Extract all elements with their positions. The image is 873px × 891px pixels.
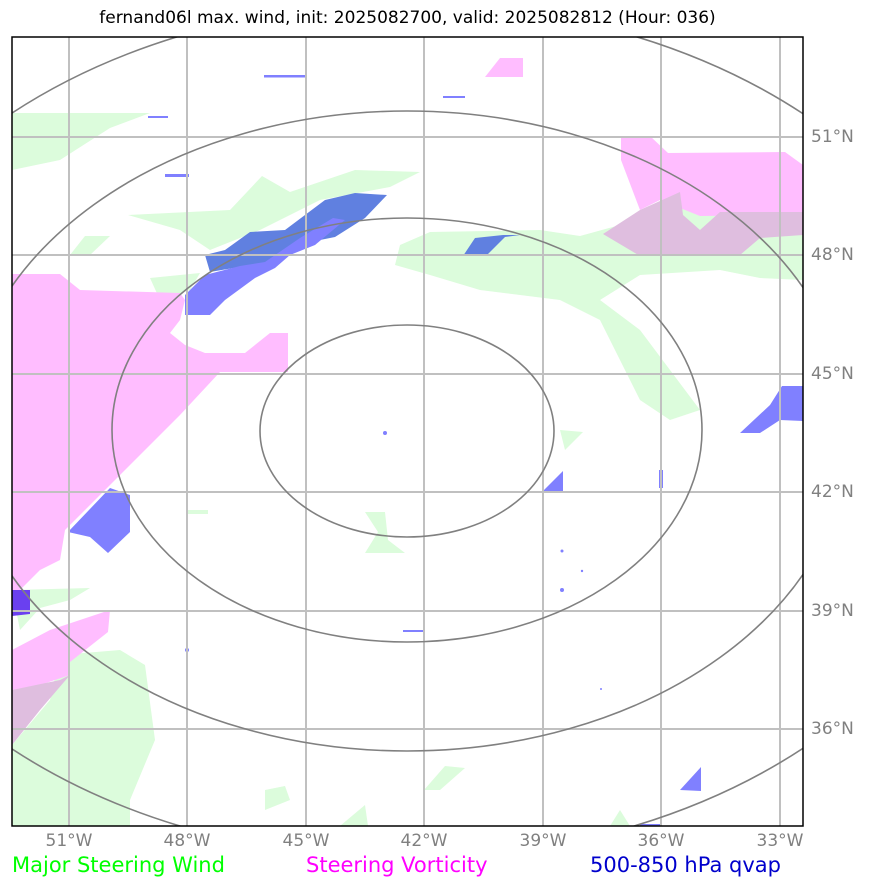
y-tick-label: 39°N xyxy=(811,601,854,621)
steering-vorticity-layer xyxy=(12,58,803,690)
wind-area xyxy=(610,810,630,826)
wind-area xyxy=(340,805,368,826)
x-tick-label: 45°W xyxy=(282,831,330,851)
wind-area xyxy=(265,786,290,810)
x-tick-label: 33°W xyxy=(756,831,804,851)
vorticity-area xyxy=(12,274,288,590)
x-tick-label: 39°W xyxy=(519,831,567,851)
wind-area xyxy=(365,512,405,553)
qvap-area xyxy=(12,590,30,616)
wind-area xyxy=(128,170,420,250)
y-tick-label: 36°N xyxy=(811,719,854,739)
map-frame xyxy=(11,36,804,827)
qvap-area xyxy=(264,75,306,78)
wind-area xyxy=(12,650,155,826)
y-tick-label: 45°N xyxy=(811,364,854,384)
qvap-area xyxy=(541,471,563,493)
qvap-area xyxy=(68,488,130,553)
distance-ring xyxy=(259,324,555,538)
qvap-dot xyxy=(383,431,387,435)
y-tick-label: 42°N xyxy=(811,482,854,502)
y-tick-label: 48°N xyxy=(811,245,854,265)
qvap-dot xyxy=(580,569,584,573)
vorticity-area xyxy=(621,136,803,216)
qvap-area xyxy=(205,193,387,272)
distance-rings xyxy=(12,37,803,826)
wind-area xyxy=(560,430,583,450)
qvap-dot xyxy=(560,549,564,553)
x-tick-label: 36°W xyxy=(637,831,685,851)
qvap-dot xyxy=(560,588,564,592)
overlap-area xyxy=(12,675,70,745)
qvap-area xyxy=(463,235,520,256)
vorticity-area xyxy=(485,58,523,77)
y-tick-label: 51°N xyxy=(811,127,854,147)
overlap-layer xyxy=(12,192,803,745)
wind-area xyxy=(187,510,208,514)
qvap-area xyxy=(403,630,423,632)
x-tick-label: 51°W xyxy=(45,831,93,851)
graticule xyxy=(12,37,803,826)
qvap-area xyxy=(165,174,189,177)
qvap-dot xyxy=(600,688,602,690)
x-tick-label: 42°W xyxy=(400,831,448,851)
wind-area xyxy=(70,236,110,255)
legend-qvap: 500-850 hPa qvap xyxy=(590,853,781,877)
vorticity-area xyxy=(12,610,110,690)
legend-steering-wind: Major Steering Wind xyxy=(12,853,225,877)
qvap-area xyxy=(740,386,803,433)
wind-area xyxy=(12,113,150,170)
qvap-area xyxy=(680,767,701,791)
qvap-area xyxy=(148,116,168,118)
wind-area xyxy=(12,588,90,630)
qvap-area xyxy=(640,824,662,826)
x-tick-label: 48°W xyxy=(163,831,211,851)
wind-area xyxy=(424,766,465,790)
qvap-area xyxy=(443,96,465,98)
legend-steering-vorticity: Steering Vorticity xyxy=(306,853,488,877)
distance-ring xyxy=(111,217,703,643)
overlap-area xyxy=(603,192,803,256)
distance-ring xyxy=(12,110,803,752)
map-title: fernand06l max. wind, init: 2025082700, … xyxy=(99,8,716,28)
